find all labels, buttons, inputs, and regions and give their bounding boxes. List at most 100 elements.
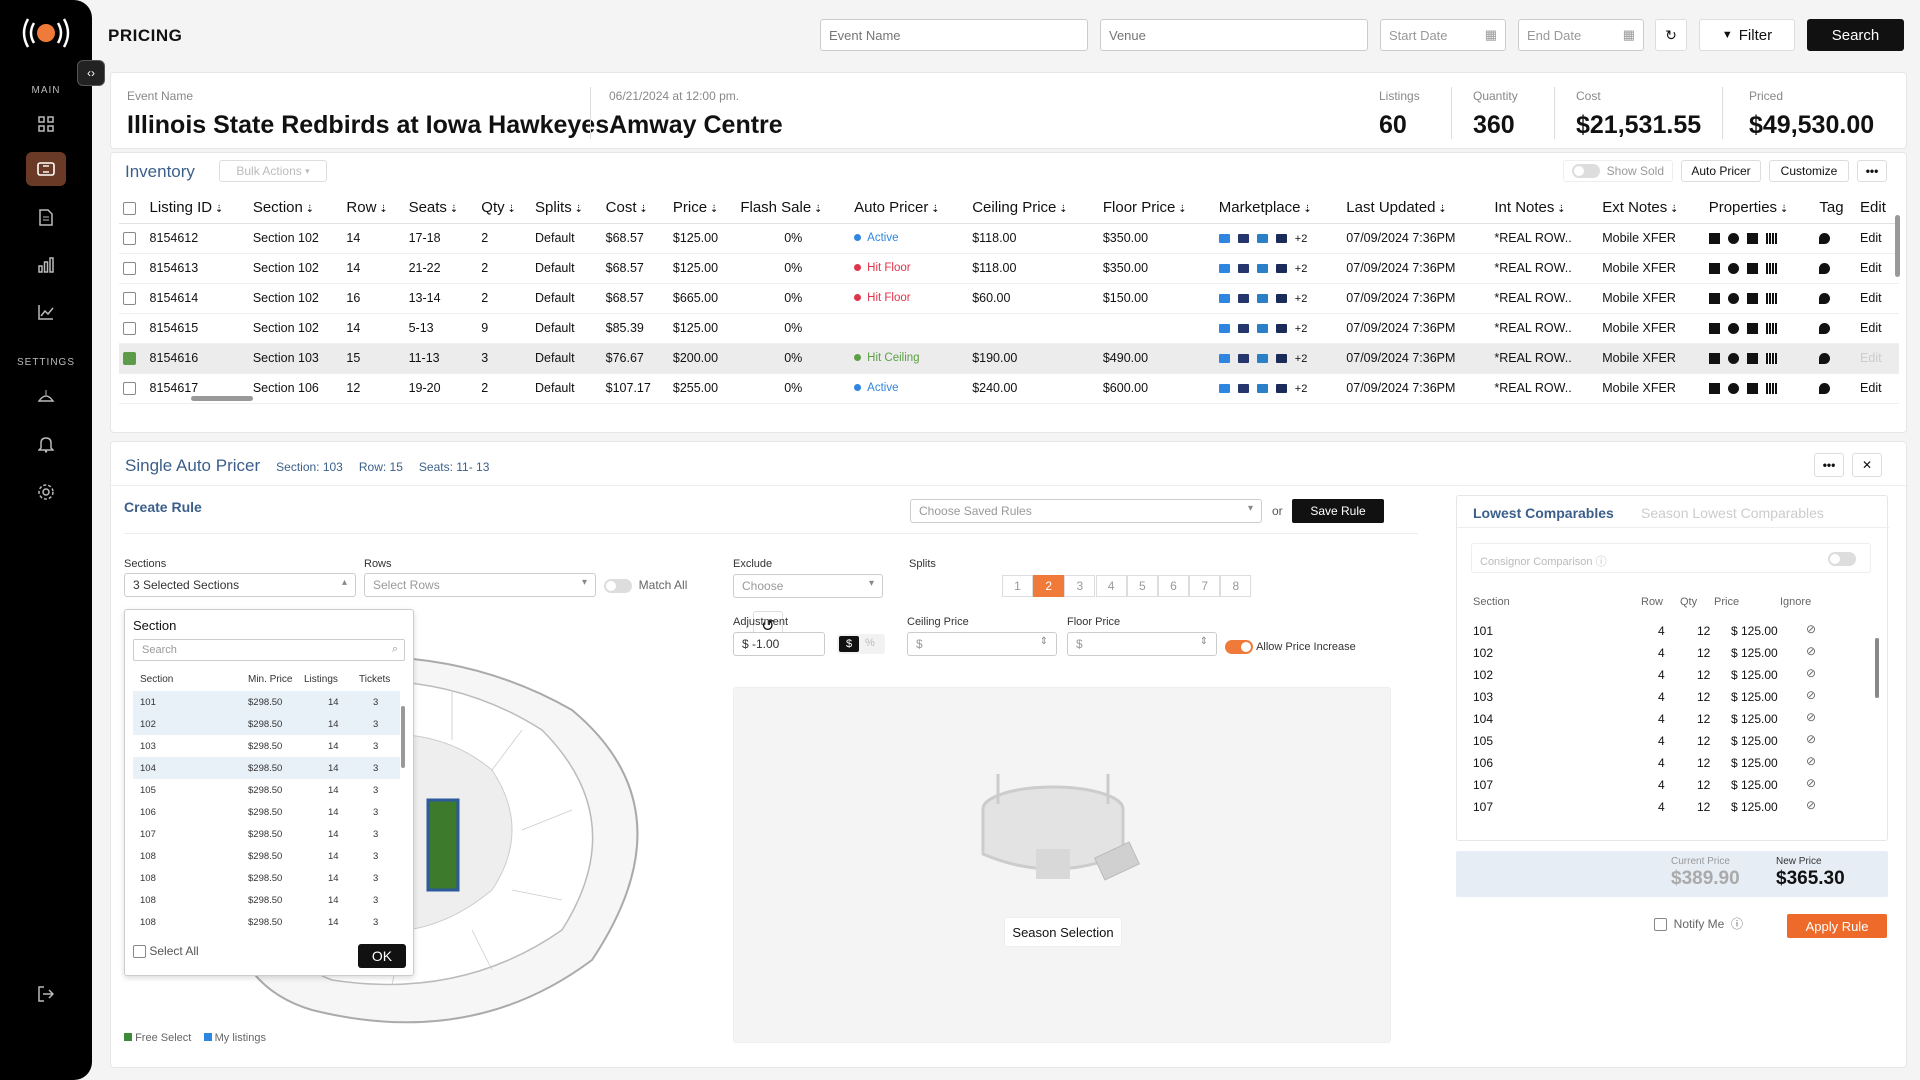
ignore-icon[interactable]: ⊘ [1806, 798, 1817, 812]
split-option[interactable]: 4 [1095, 575, 1127, 597]
consignor-toggle[interactable] [1828, 552, 1856, 566]
section-list-item[interactable]: 104 $298.50 14 3 [133, 757, 400, 779]
split-option[interactable]: 5 [1126, 575, 1158, 597]
column-header[interactable]: Last Updated ⇣ [1342, 193, 1491, 224]
column-header[interactable]: Floor Price ⇣ [1098, 193, 1215, 224]
cell-tag[interactable] [1815, 253, 1857, 284]
unit-percent[interactable]: % [865, 637, 875, 649]
column-header[interactable]: Seats ⇣ [404, 193, 478, 224]
season-selection-button[interactable]: Season Selection [1004, 917, 1122, 947]
split-option[interactable]: 8 [1220, 575, 1252, 597]
more-options-button[interactable]: ••• [1857, 160, 1887, 182]
row-checkbox[interactable] [119, 223, 146, 254]
sort-icon[interactable]: ⇣ [707, 204, 719, 216]
floor-price-input[interactable]: $ ⇕ [1067, 632, 1217, 656]
column-header[interactable]: Auto Pricer ⇣ [850, 193, 969, 224]
section-list-item[interactable]: 105 $298.50 14 3 [133, 779, 400, 801]
table-row[interactable]: 8154613 Section 102 14 21-22 2 Default $68.57 $… [119, 253, 1899, 284]
filter-button[interactable]: ▼ Filter [1699, 19, 1795, 51]
table-row[interactable]: 8154617 Section 106 12 19-20 2 Default $107.17… [119, 373, 1899, 404]
tab-season-lowest-comparables[interactable]: Season Lowest Comparables [1641, 505, 1824, 521]
split-option[interactable]: 3 [1064, 575, 1096, 597]
split-option[interactable]: 2 [1033, 575, 1065, 597]
sections-dropdown[interactable]: 3 Selected Sections ▴ [124, 573, 356, 597]
section-list-item[interactable]: 102 $298.50 14 3 [133, 713, 400, 735]
table-row[interactable]: 8154612 Section 102 14 17-18 2 Default $68.57 $… [119, 223, 1899, 254]
split-option[interactable]: 1 [1002, 575, 1033, 597]
sort-icon[interactable]: ⇣ [1777, 204, 1789, 216]
unit-dollar[interactable]: $ [839, 636, 859, 652]
column-header[interactable]: Ext Notes ⇣ [1598, 193, 1705, 224]
column-header[interactable]: Price ⇣ [668, 193, 737, 224]
column-header[interactable]: Flash Sale ⇣ [736, 193, 851, 224]
column-header[interactable]: Edit [1856, 193, 1899, 224]
ignore-icon[interactable]: ⊘ [1806, 776, 1817, 790]
sort-icon[interactable]: ⇣ [376, 204, 388, 216]
start-date-input[interactable]: Start Date ▦ [1380, 19, 1506, 51]
marketplace-more[interactable]: +2 [1294, 233, 1308, 245]
gear-icon[interactable] [26, 475, 66, 509]
section-search-input[interactable]: Search ⌕ [133, 639, 405, 661]
notify-me-checkbox[interactable]: Notify Me ⓘ [1654, 915, 1743, 932]
ignore-icon[interactable]: ⊘ [1806, 622, 1817, 636]
column-header[interactable]: Listing ID ⇣ [145, 193, 249, 224]
close-button[interactable]: ✕ [1852, 453, 1882, 477]
sort-icon[interactable]: ⇣ [636, 204, 648, 216]
rows-dropdown[interactable]: Select Rows ▾ [364, 573, 596, 597]
sort-icon[interactable]: ⇣ [1056, 204, 1068, 216]
edit-link[interactable]: Edit [1856, 313, 1899, 344]
stadium-icon[interactable] [26, 380, 66, 414]
cell-tag[interactable] [1815, 223, 1857, 254]
cell-tag[interactable] [1815, 313, 1857, 344]
split-option[interactable]: 6 [1158, 575, 1189, 597]
column-header[interactable]: Qty ⇣ [477, 193, 532, 224]
cell-tag[interactable] [1815, 343, 1857, 374]
exclude-dropdown[interactable]: Choose ▾ [733, 574, 883, 598]
marketplace-more[interactable]: +2 [1294, 353, 1308, 365]
sort-icon[interactable]: ⇣ [504, 204, 516, 216]
sidebar-toggle-button[interactable]: ‹› [77, 60, 105, 86]
apply-rule-button[interactable]: Apply Rule [1787, 914, 1887, 938]
marketplace-more[interactable]: +2 [1294, 383, 1308, 395]
auto-pricer-button[interactable]: Auto Pricer [1681, 160, 1761, 182]
sort-icon[interactable]: ⇣ [212, 204, 224, 216]
refresh-button[interactable]: ↻ [1655, 19, 1687, 51]
section-list-item[interactable]: 106 $298.50 14 3 [133, 801, 400, 823]
sort-icon[interactable]: ⇣ [1300, 204, 1312, 216]
table-row[interactable]: 8154614 Section 102 16 13-14 2 Default $68.57 $… [119, 283, 1899, 314]
ticket-icon[interactable] [26, 152, 66, 186]
search-button[interactable]: Search [1807, 19, 1904, 51]
column-header[interactable]: Properties ⇣ [1704, 193, 1816, 224]
allow-price-increase-toggle[interactable]: Allow Price Increase [1225, 640, 1356, 654]
save-rule-button[interactable]: Save Rule [1292, 499, 1384, 523]
marketplace-more[interactable]: +2 [1294, 263, 1308, 275]
logout-icon[interactable] [26, 977, 66, 1011]
horizontal-scrollbar[interactable] [191, 396, 253, 401]
tab-lowest-comparables[interactable]: Lowest Comparables [1473, 505, 1614, 521]
edit-link[interactable]: Edit [1856, 253, 1899, 284]
column-header[interactable]: Splits ⇣ [531, 193, 602, 224]
sort-icon[interactable]: ⇣ [1667, 204, 1679, 216]
popup-scrollbar[interactable] [401, 706, 405, 768]
sort-icon[interactable]: ⇣ [302, 204, 315, 216]
ignore-icon[interactable]: ⊘ [1806, 688, 1817, 702]
show-sold-toggle[interactable]: Show Sold [1563, 160, 1673, 182]
column-header[interactable]: Cost ⇣ [601, 193, 669, 224]
vertical-scrollbar[interactable] [1895, 215, 1900, 277]
column-header[interactable]: Ceiling Price ⇣ [968, 193, 1099, 224]
section-list-item[interactable]: 103 $298.50 14 3 [133, 735, 400, 757]
line-chart-icon[interactable] [26, 295, 66, 329]
row-checkbox[interactable] [119, 373, 146, 404]
edit-link[interactable]: Edit [1856, 343, 1899, 374]
sort-icon[interactable]: ⇣ [811, 204, 823, 216]
event-name-input[interactable] [820, 19, 1088, 51]
column-header[interactable]: Row ⇣ [342, 193, 405, 224]
column-header[interactable]: Int Notes ⇣ [1490, 193, 1599, 224]
column-header[interactable]: Section ⇣ [248, 193, 343, 224]
bell-icon[interactable] [26, 427, 66, 461]
cell-tag[interactable] [1815, 283, 1857, 314]
row-checkbox[interactable] [119, 343, 146, 374]
sort-icon[interactable]: ⇣ [1554, 204, 1566, 216]
dashboard-icon[interactable] [26, 107, 66, 141]
ceiling-price-input[interactable]: $ ⇕ [907, 632, 1057, 656]
